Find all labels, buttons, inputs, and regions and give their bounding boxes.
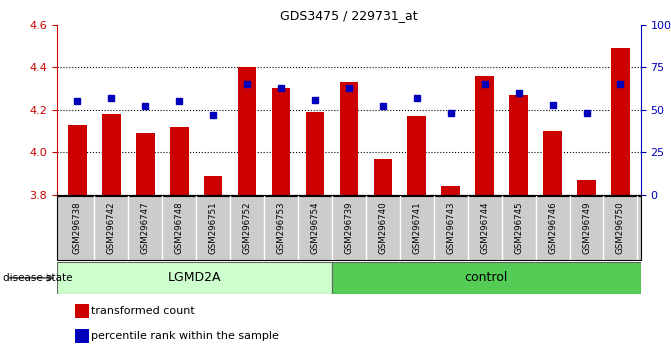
Text: GSM296748: GSM296748 [174, 201, 184, 254]
Bar [475, 76, 494, 195]
Bar [102, 114, 121, 195]
Bar [374, 159, 392, 195]
Text: GSM296749: GSM296749 [582, 201, 591, 254]
Bar [204, 176, 223, 195]
Bar [68, 125, 87, 195]
Text: control: control [465, 272, 508, 284]
Bar [509, 95, 528, 195]
Bar [238, 67, 256, 195]
Bar [57, 262, 332, 294]
Bar [442, 186, 460, 195]
Text: GSM296753: GSM296753 [276, 201, 286, 254]
Text: LGMD2A: LGMD2A [168, 272, 221, 284]
Text: GSM296738: GSM296738 [73, 201, 82, 254]
Text: GSM296740: GSM296740 [378, 201, 387, 254]
Text: GSM296741: GSM296741 [412, 201, 421, 254]
Bar [136, 133, 154, 195]
Text: disease state: disease state [3, 273, 76, 283]
Text: GSM296750: GSM296750 [616, 201, 625, 254]
Bar [332, 262, 641, 294]
Title: GDS3475 / 229731_at: GDS3475 / 229731_at [280, 9, 418, 22]
Bar [577, 180, 596, 195]
Text: GSM296739: GSM296739 [344, 201, 354, 254]
Bar [74, 329, 89, 343]
Bar [74, 304, 89, 318]
Text: GSM296746: GSM296746 [548, 201, 557, 254]
Text: percentile rank within the sample: percentile rank within the sample [91, 331, 278, 341]
Bar [611, 48, 630, 195]
Bar [340, 82, 358, 195]
Text: GSM296751: GSM296751 [209, 201, 217, 254]
Text: transformed count: transformed count [91, 306, 195, 316]
Bar [272, 88, 291, 195]
Bar [170, 127, 189, 195]
Text: GSM296752: GSM296752 [243, 201, 252, 254]
Text: GSM296747: GSM296747 [141, 201, 150, 254]
Bar [407, 116, 426, 195]
Bar [306, 112, 324, 195]
Bar [544, 131, 562, 195]
Text: GSM296743: GSM296743 [446, 201, 455, 254]
Text: GSM296754: GSM296754 [311, 201, 319, 254]
Text: GSM296742: GSM296742 [107, 201, 116, 254]
Text: GSM296745: GSM296745 [514, 201, 523, 254]
Text: GSM296744: GSM296744 [480, 201, 489, 254]
